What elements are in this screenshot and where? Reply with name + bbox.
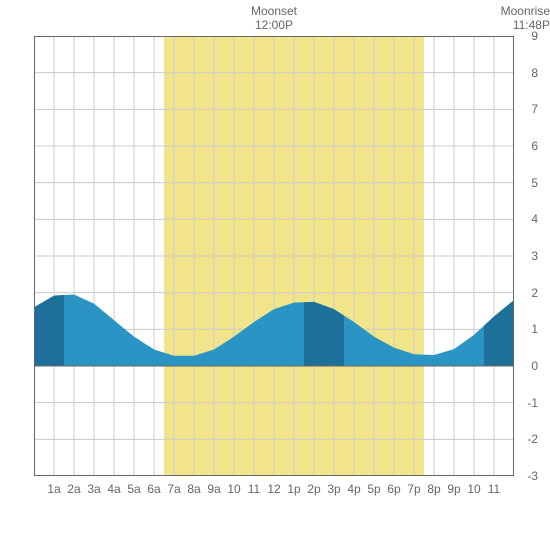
x-tick-label: 5p [363,482,385,496]
y-tick-label: 1 [518,322,538,336]
y-tick-label: 8 [518,66,538,80]
x-tick-label: 9p [443,482,465,496]
y-tick-label: -2 [518,432,538,446]
x-tick-label: 9a [203,482,225,496]
x-tick-label: 12 [263,482,285,496]
y-tick-label: 4 [518,212,538,226]
plot-area [34,36,514,476]
x-tick-label: 6p [383,482,405,496]
x-tick-label: 10 [463,482,485,496]
y-tick-label: 5 [518,176,538,190]
moonset-title: Moonset [234,4,314,18]
y-tick-label: 7 [518,102,538,116]
x-tick-label: 5a [123,482,145,496]
x-tick-label: 3a [83,482,105,496]
y-tick-label: -1 [518,396,538,410]
x-tick-label: 6a [143,482,165,496]
y-tick-label: 0 [518,359,538,373]
x-tick-label: 10 [223,482,245,496]
x-tick-label: 1p [283,482,305,496]
moonset-time: 12:00P [234,18,314,32]
moonset-label: Moonset 12:00P [234,4,314,33]
x-tick-label: 2a [63,482,85,496]
y-tick-label: 6 [518,139,538,153]
x-tick-label: 11 [483,482,505,496]
x-tick-label: 1a [43,482,65,496]
y-tick-label: 2 [518,286,538,300]
tide-chart: Moonset 12:00P Moonrise 11:48P -3-2-1012… [0,0,550,550]
x-tick-label: 8p [423,482,445,496]
y-tick-label: 9 [518,29,538,43]
x-tick-label: 7a [163,482,185,496]
x-tick-label: 3p [323,482,345,496]
x-tick-label: 8a [183,482,205,496]
x-tick-label: 4a [103,482,125,496]
x-tick-label: 7p [403,482,425,496]
x-tick-label: 4p [343,482,365,496]
y-tick-label: -3 [518,469,538,483]
y-tick-label: 3 [518,249,538,263]
x-tick-label: 2p [303,482,325,496]
moonrise-title: Moonrise [501,4,550,18]
x-tick-label: 11 [243,482,265,496]
